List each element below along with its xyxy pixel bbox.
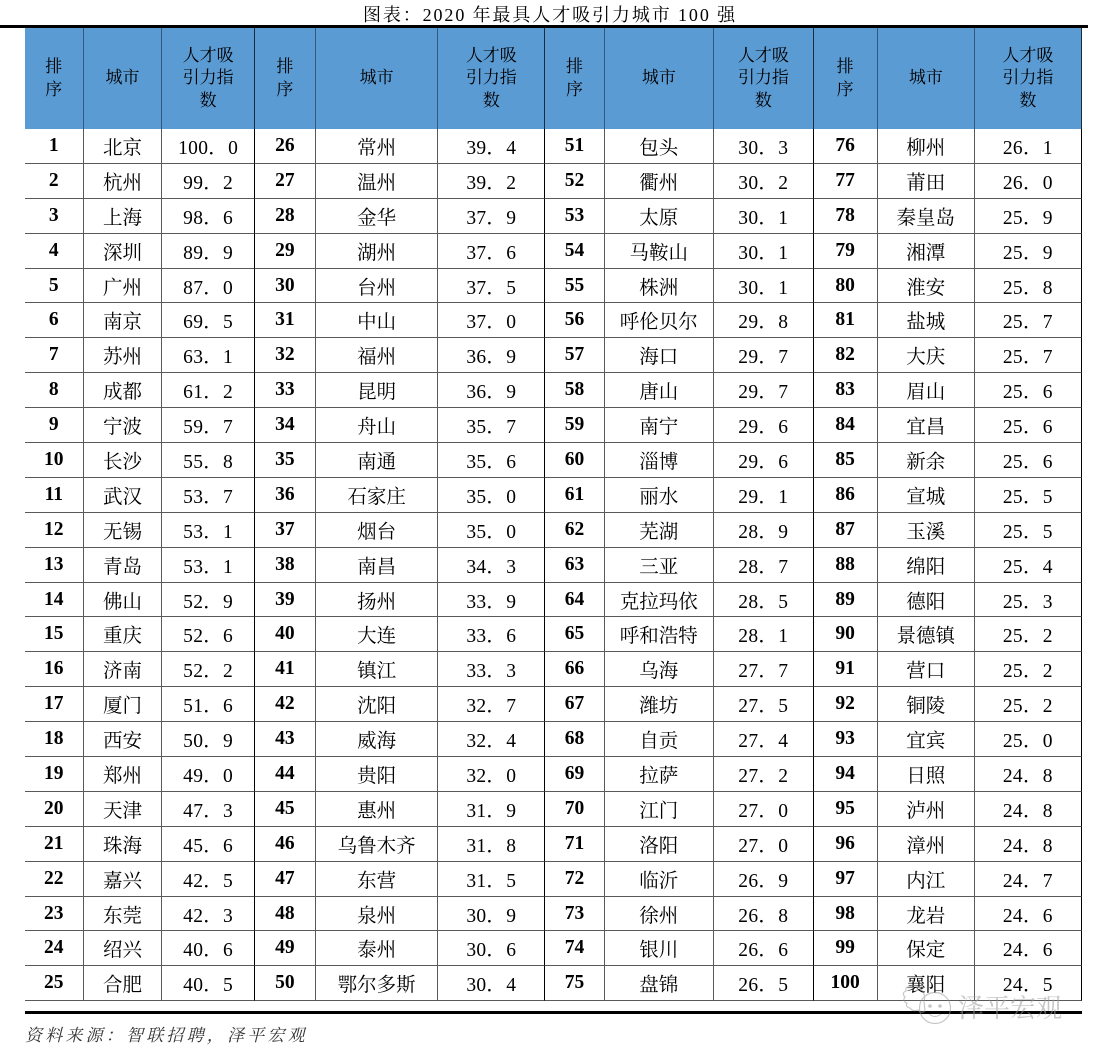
svg-text:泽平宏观: 泽平宏观 — [958, 994, 1062, 1023]
